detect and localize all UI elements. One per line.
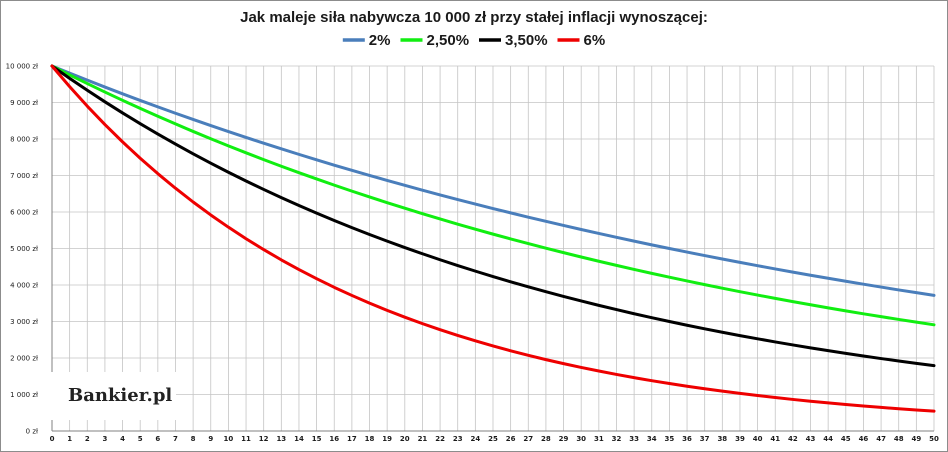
logo-background — [48, 372, 176, 420]
y-tick-label: 1 000 zł — [10, 391, 38, 399]
y-tick-label: 10 000 zł — [6, 63, 38, 71]
x-tick-label: 0 — [50, 435, 55, 443]
x-tick-label: 37 — [700, 435, 710, 443]
x-tick-label: 10 — [224, 435, 234, 443]
y-tick-label: 4 000 zł — [10, 282, 38, 290]
x-tick-label: 30 — [576, 435, 586, 443]
y-tick-label: 8 000 zł — [10, 136, 38, 144]
series-lines — [50, 64, 936, 413]
x-tick-label: 17 — [347, 435, 357, 443]
legend-item: 2% — [342, 32, 391, 49]
x-tick-label: 32 — [612, 435, 622, 443]
y-tick-label: 0 zł — [26, 428, 38, 436]
legend-label: 2,50% — [427, 32, 470, 49]
x-tick-label: 34 — [647, 435, 657, 443]
x-tick-label: 19 — [382, 435, 392, 443]
series-line-2 — [50, 64, 936, 297]
x-tick-label: 9 — [208, 435, 213, 443]
legend-item: 2,50% — [400, 32, 470, 49]
x-tick-label: 7 — [173, 435, 178, 443]
legend: 2% 2,50% 3,50% 6% — [342, 32, 606, 49]
series-line-2-50 — [50, 64, 936, 327]
y-tick-label: 3 000 zł — [10, 318, 38, 326]
x-tick-label: 28 — [541, 435, 551, 443]
x-axis-tick-labels: 0 1 2 3 4 5 6 7 8 9 10 11 12 13 14 15 16 17 18 19 20 21 22 23 24… — [50, 435, 939, 443]
x-tick-label: 40 — [753, 435, 763, 443]
x-tick-label: 39 — [735, 435, 745, 443]
logo-text: Bankier.pl — [68, 385, 172, 406]
legend-item: 6% — [557, 32, 606, 49]
x-tick-label: 11 — [241, 435, 251, 443]
x-tick-label: 36 — [682, 435, 692, 443]
x-tick-label: 5 — [138, 435, 143, 443]
x-tick-label: 31 — [594, 435, 604, 443]
legend-label: 3,50% — [505, 32, 548, 49]
axes — [51, 66, 934, 432]
x-tick-label: 29 — [559, 435, 569, 443]
y-axis-tick-labels: 0 zł 1 000 zł 2 000 zł 3 000 zł 4 000 zł 5 00… — [6, 63, 38, 436]
x-tick-label: 25 — [488, 435, 498, 443]
x-tick-label: 27 — [523, 435, 533, 443]
x-tick-label: 26 — [506, 435, 516, 443]
x-tick-label: 41 — [770, 435, 780, 443]
x-tick-label: 6 — [155, 435, 160, 443]
grid — [52, 65, 935, 431]
x-tick-label: 38 — [717, 435, 727, 443]
x-tick-label: 21 — [418, 435, 428, 443]
x-tick-label: 35 — [665, 435, 675, 443]
x-tick-label: 50 — [929, 435, 939, 443]
x-tick-label: 22 — [435, 435, 445, 443]
x-tick-label: 13 — [276, 435, 286, 443]
x-tick-label: 16 — [329, 435, 339, 443]
y-tick-label: 7 000 zł — [10, 172, 38, 180]
x-tick-label: 44 — [823, 435, 833, 443]
x-tick-label: 24 — [470, 435, 480, 443]
series-line-6 — [50, 64, 936, 413]
x-tick-label: 48 — [894, 435, 904, 443]
x-tick-label: 14 — [294, 435, 304, 443]
x-tick-label: 15 — [312, 435, 322, 443]
x-tick-label: 47 — [876, 435, 886, 443]
x-tick-label: 12 — [259, 435, 269, 443]
bankier-logo: Bankier.pl — [48, 372, 176, 420]
x-tick-label: 49 — [911, 435, 921, 443]
x-tick-label: 23 — [453, 435, 463, 443]
legend-label: 6% — [584, 32, 606, 49]
x-tick-label: 8 — [191, 435, 196, 443]
x-tick-label: 18 — [365, 435, 375, 443]
x-tick-label: 2 — [85, 435, 90, 443]
legend-item: 3,50% — [479, 32, 548, 49]
legend-label: 2% — [369, 32, 391, 49]
x-tick-label: 33 — [629, 435, 639, 443]
x-tick-label: 4 — [120, 435, 125, 443]
x-tick-label: 20 — [400, 435, 410, 443]
x-tick-label: 1 — [67, 435, 72, 443]
x-tick-label: 43 — [806, 435, 816, 443]
y-tick-label: 9 000 zł — [10, 99, 38, 107]
y-tick-label: 6 000 zł — [10, 209, 38, 217]
y-tick-label: 5 000 zł — [10, 245, 38, 253]
x-tick-label: 42 — [788, 435, 798, 443]
x-tick-label: 46 — [859, 435, 869, 443]
chart-title: Jak maleje siła nabywcza 10 000 zł przy … — [240, 9, 708, 26]
y-tick-label: 2 000 zł — [10, 355, 38, 363]
x-tick-label: 3 — [102, 435, 107, 443]
x-tick-label: 45 — [841, 435, 851, 443]
series-line-3-50 — [50, 64, 936, 368]
